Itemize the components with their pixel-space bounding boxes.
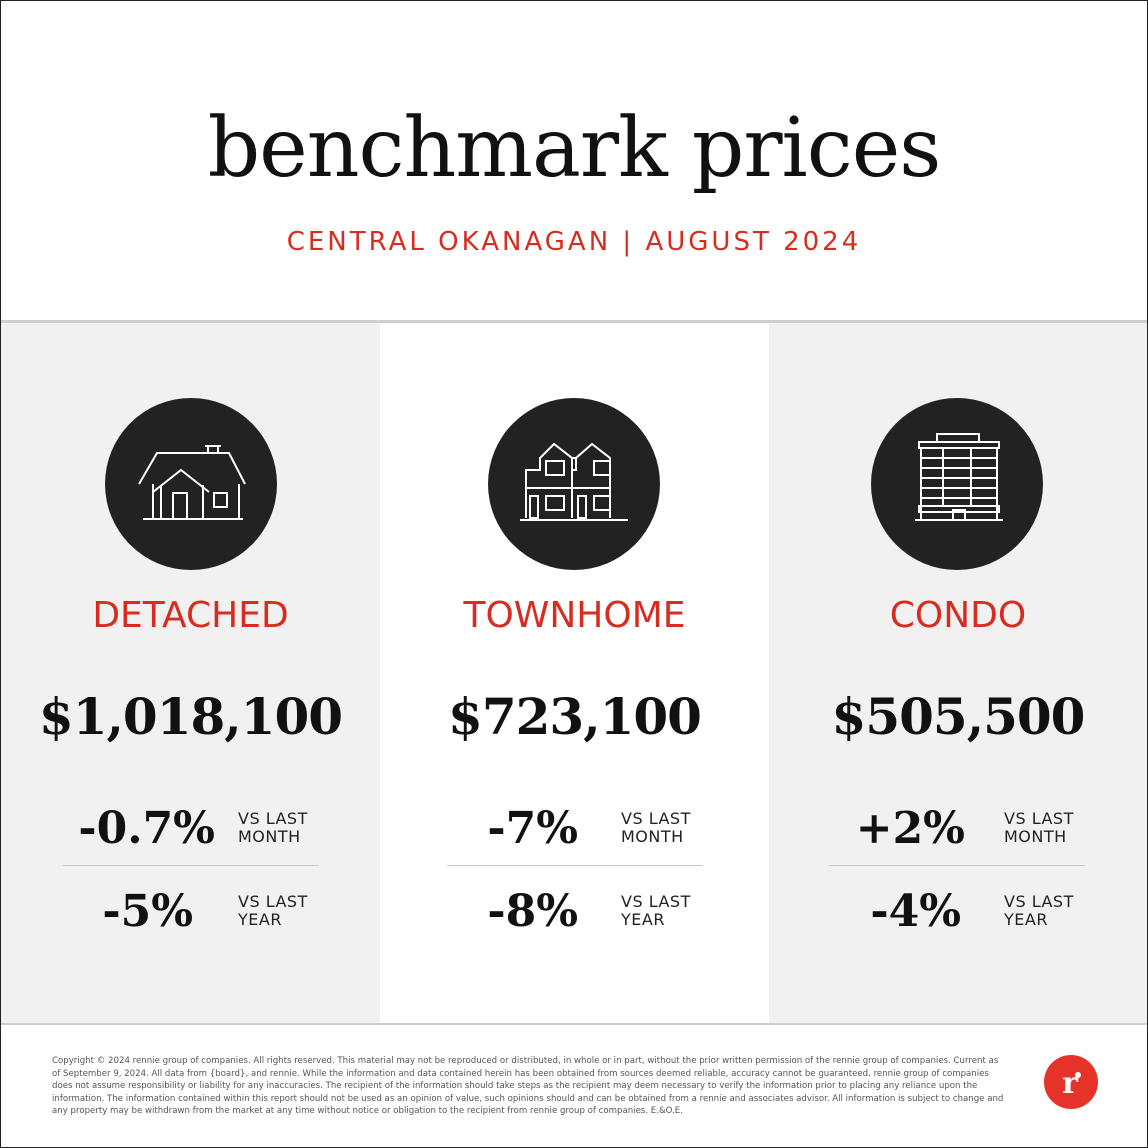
year-change-value: -8%: [487, 886, 578, 937]
benchmark-price: $505,500: [831, 687, 1086, 746]
row-divider: [829, 865, 1085, 866]
year-change-value: -5%: [102, 886, 193, 937]
label-line: YEAR: [1004, 910, 1048, 929]
month-change-label: VS LAST MONTH: [238, 810, 358, 846]
logo-letter: r: [1062, 1066, 1079, 1101]
property-type-label: TOWNHOME: [463, 595, 686, 636]
year-change-label: VS LAST YEAR: [238, 893, 358, 929]
month-change-value: -7%: [487, 803, 578, 854]
property-type-label: DETACHED: [92, 595, 289, 636]
year-change-label: VS LAST YEAR: [1004, 893, 1124, 929]
detached-panel: DETACHED $1,018,100 -0.7% VS LAST MONTH …: [1, 323, 380, 1023]
row-divider: [447, 865, 703, 866]
label-line: VS LAST: [1004, 809, 1074, 828]
label-line: VS LAST: [238, 892, 308, 911]
label-line: VS LAST: [238, 809, 308, 828]
label-line: VS LAST: [621, 892, 691, 911]
footer-divider: [1, 1023, 1147, 1025]
copyright-disclaimer: Copyright © 2024 rennie group of compani…: [52, 1056, 1004, 1117]
townhome-panel: TOWNHOME $723,100 -7% VS LAST MONTH -8% …: [380, 323, 769, 1023]
label-line: MONTH: [238, 827, 301, 846]
year-change-label: VS LAST YEAR: [621, 893, 741, 929]
label-line: VS LAST: [621, 809, 691, 828]
month-change-value: -0.7%: [78, 803, 215, 854]
benchmark-price: $723,100: [448, 687, 702, 746]
apartment-building-icon: [871, 398, 1043, 570]
row-divider: [63, 865, 319, 866]
property-type-label: CONDO: [889, 595, 1027, 636]
house-icon: [105, 398, 277, 570]
condo-panel: CONDO $505,500 +2% VS LAST MONTH -4% VS …: [769, 323, 1147, 1023]
header-divider: [1, 320, 1147, 323]
label-line: VS LAST: [1004, 892, 1074, 911]
page-title: benchmark prices: [207, 101, 942, 196]
label-line: MONTH: [1004, 827, 1067, 846]
month-change-value: +2%: [855, 803, 965, 854]
label-line: YEAR: [238, 910, 282, 929]
benchmark-price: $1,018,100: [38, 687, 343, 746]
month-change-label: VS LAST MONTH: [621, 810, 741, 846]
page-subtitle: CENTRAL OKANAGAN | AUGUST 2024: [286, 227, 862, 257]
month-change-label: VS LAST MONTH: [1004, 810, 1124, 846]
label-line: YEAR: [621, 910, 665, 929]
label-line: MONTH: [621, 827, 684, 846]
year-change-value: -4%: [870, 886, 961, 937]
townhouse-icon: [488, 398, 660, 570]
rennie-logo: r: [1044, 1055, 1098, 1109]
